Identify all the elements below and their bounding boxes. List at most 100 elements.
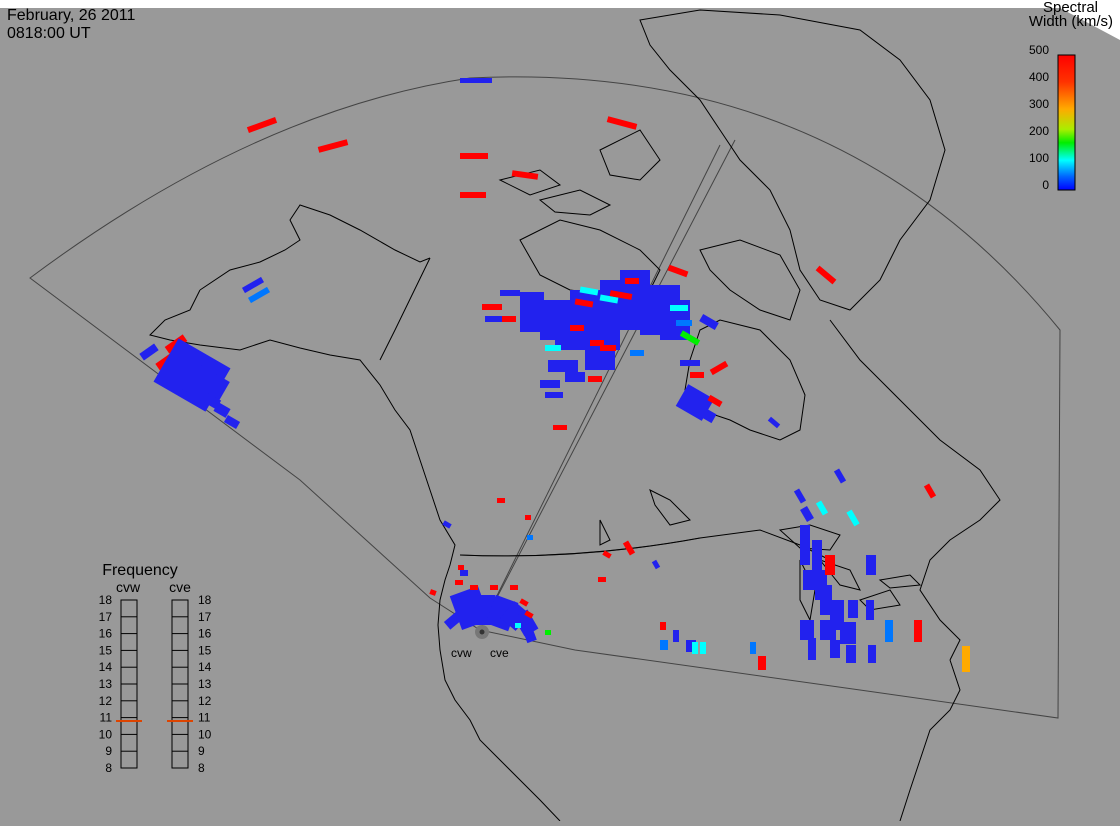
- backscatter-cell: [808, 638, 816, 660]
- backscatter-cell: [679, 330, 701, 346]
- colorbar-tick-label: 300: [1029, 97, 1049, 111]
- backscatter-cell: [247, 286, 271, 304]
- colorbar-tick-label: 0: [1042, 178, 1049, 192]
- backscatter-cell: [548, 360, 578, 372]
- backscatter-cell: [565, 372, 585, 382]
- backscatter-cell: [812, 540, 822, 570]
- backscatter-cell: [758, 656, 766, 670]
- backscatter-cell: [317, 139, 349, 153]
- backscatter-cell: [525, 515, 531, 520]
- backscatter-cell: [579, 286, 599, 296]
- frequency-tick-left: 16: [99, 627, 113, 641]
- frequency-ticks: 18 18 17 17 16 16 15 15 14 14 13 13 12 12 11 11 10 10 9 9 8 8: [99, 593, 212, 775]
- backscatter-cell: [820, 620, 836, 640]
- backscatter-cell: [651, 559, 661, 570]
- frequency-tick-right: 13: [198, 677, 212, 691]
- backscatter-cell: [840, 622, 856, 644]
- backscatter-cell: [198, 390, 222, 410]
- frequency-tick-right: 18: [198, 593, 212, 607]
- backscatter-cell: [502, 316, 516, 322]
- backscatter-cell: [482, 304, 502, 310]
- backscatter-cell: [846, 645, 856, 663]
- backscatter-cell: [600, 345, 616, 351]
- backscatter-cell: [670, 305, 688, 311]
- backscatter-cell: [521, 622, 537, 644]
- backscatter-cell: [630, 350, 644, 356]
- backscatter-cell: [866, 600, 874, 620]
- frequency-tick-left: 14: [99, 660, 113, 674]
- backscatter-cell: [500, 601, 530, 631]
- backscatter-cell: [460, 192, 486, 198]
- backscatter-cell: [606, 116, 638, 130]
- frequency-col-cvw: cvw: [116, 579, 141, 595]
- backscatter-cell: [460, 570, 468, 576]
- backscatter-cell: [690, 372, 704, 378]
- backscatter-cell: [625, 278, 639, 284]
- backscatter-cell: [460, 78, 492, 83]
- frequency-tick-right: 11: [198, 711, 211, 725]
- backscatter-cell: [429, 589, 437, 596]
- backscatter-cell: [793, 488, 807, 504]
- backscatter-cell: [676, 320, 692, 326]
- backscatter-cell: [511, 170, 539, 180]
- frequency-tick-left: 12: [99, 694, 113, 708]
- backscatter-cell: [815, 500, 829, 516]
- colorbar: 500 400 300 200 100 0: [1029, 43, 1076, 192]
- backscatter-cell: [540, 380, 560, 388]
- frequency-tick-right: 8: [198, 761, 205, 775]
- backscatter-cell: [527, 535, 533, 540]
- backscatter-cell: [868, 645, 876, 663]
- backscatter-cell: [574, 298, 594, 308]
- backscatter-cell: [470, 585, 478, 590]
- backscatter-cell: [510, 585, 518, 590]
- backscatter-cell: [553, 425, 567, 430]
- colorbar-tick-label: 400: [1029, 70, 1049, 84]
- frequency-tick-right: 12: [198, 694, 212, 708]
- colorbar-tick-label: 500: [1029, 43, 1049, 57]
- backscatter-cell: [846, 509, 860, 527]
- backscatter-cell: [241, 276, 265, 294]
- backscatter-cell: [545, 345, 561, 351]
- backscatter-cell: [545, 392, 563, 398]
- frequency-tick-right: 10: [198, 727, 212, 741]
- frequency-tick-right: 15: [198, 643, 212, 657]
- colorbar-title-line2: Width (km/s): [1028, 13, 1113, 30]
- backscatter-cell: [519, 598, 529, 607]
- backscatter-cell: [692, 642, 698, 654]
- colorbar-ticks: 500 400 300 200 100 0: [1029, 43, 1049, 192]
- backscatter-cell: [590, 340, 604, 346]
- backscatter-cells: [139, 78, 970, 672]
- backscatter-cell: [660, 640, 668, 650]
- backscatter-cell: [698, 406, 717, 424]
- header-date: February, 26 2011: [7, 7, 136, 24]
- backscatter-cell: [570, 325, 584, 331]
- backscatter-cell: [524, 610, 534, 619]
- backscatter-cell: [803, 570, 815, 590]
- backscatter-cell: [588, 376, 602, 382]
- backscatter-cell: [622, 540, 636, 556]
- backscatter-cell: [246, 117, 278, 133]
- frequency-tick-left: 10: [99, 727, 113, 741]
- backscatter-cell: [485, 316, 503, 322]
- backscatter-cell: [490, 585, 498, 590]
- backscatter-cell: [223, 415, 241, 429]
- frequency-tick-left: 17: [99, 610, 113, 624]
- backscatter-cell: [923, 483, 937, 499]
- backscatter-cell: [885, 620, 893, 642]
- backscatter-cell: [700, 642, 706, 654]
- backscatter-cell: [914, 620, 922, 642]
- frequency-tick-right: 16: [198, 627, 212, 641]
- backscatter-cell: [180, 362, 230, 408]
- backscatter-cell: [443, 610, 465, 630]
- frequency-tick-left: 11: [100, 711, 113, 725]
- backscatter-cell: [800, 505, 814, 523]
- backscatter-cell: [673, 630, 679, 642]
- backscatter-cell: [442, 520, 452, 529]
- backscatter-cell: [455, 580, 463, 585]
- backscatter-cell: [707, 394, 723, 408]
- backscatter-cell: [602, 550, 612, 559]
- header-time: 0818:00 UT: [7, 25, 91, 42]
- backscatter-cell: [680, 360, 700, 366]
